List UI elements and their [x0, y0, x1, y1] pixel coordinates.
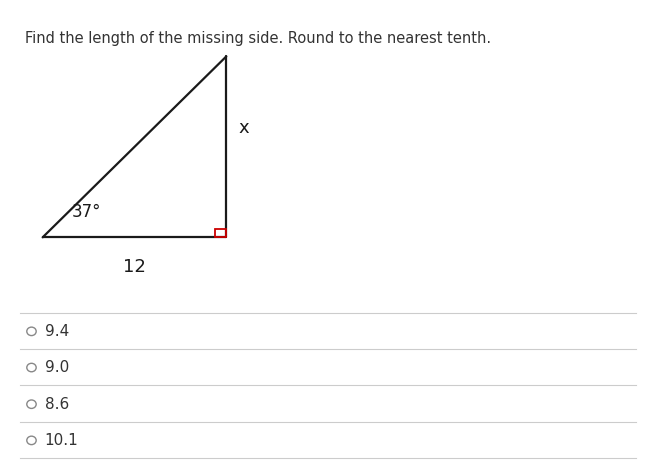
- Text: 8.6: 8.6: [45, 397, 69, 412]
- Text: 12: 12: [123, 258, 146, 276]
- Text: 9.0: 9.0: [45, 360, 69, 375]
- Text: 37°: 37°: [72, 203, 102, 221]
- Bar: [215, 229, 226, 237]
- Text: x: x: [238, 119, 249, 137]
- Text: 9.4: 9.4: [45, 324, 69, 339]
- Text: 10.1: 10.1: [45, 433, 78, 448]
- Text: Find the length of the missing side. Round to the nearest tenth.: Find the length of the missing side. Rou…: [25, 31, 491, 46]
